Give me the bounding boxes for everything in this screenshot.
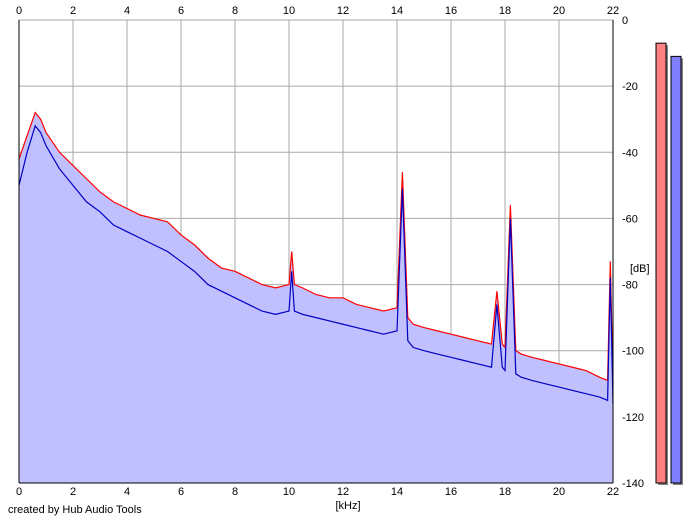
spectrum-fill-area bbox=[19, 112, 613, 483]
plot-frame bbox=[18, 20, 614, 484]
level-meter-left bbox=[655, 42, 667, 484]
x-tick-label: 4 bbox=[124, 5, 130, 17]
x-tick-label: 18 bbox=[499, 486, 511, 498]
level-meters bbox=[655, 42, 683, 486]
x-tick-label: 2 bbox=[70, 486, 76, 498]
x-tick-label: 2 bbox=[70, 5, 76, 17]
y-tick-label: -100 bbox=[622, 346, 644, 358]
x-tick-label: 6 bbox=[178, 5, 184, 17]
y-tick-label: -60 bbox=[622, 213, 638, 225]
x-tick-label: 18 bbox=[499, 5, 511, 17]
y-axis-label: [dB] bbox=[630, 263, 650, 275]
series-lines bbox=[18, 111, 614, 404]
x-tick-label: 20 bbox=[553, 5, 565, 17]
y-tick-label: -20 bbox=[622, 81, 638, 93]
y-tick-labels: 0 -20 -40 -60 -80 -100 -120 -140 bbox=[622, 15, 644, 490]
y-tick-label: 0 bbox=[622, 15, 628, 27]
credit-text: created by Hub Audio Tools bbox=[8, 504, 142, 516]
x-tick-label: 22 bbox=[607, 5, 619, 17]
x-tick-label: 14 bbox=[391, 486, 403, 498]
x-tick-labels-top: 0 2 4 6 8 10 12 14 16 18 20 22 bbox=[16, 5, 619, 17]
x-tick-label: 16 bbox=[445, 486, 457, 498]
x-tick-label: 12 bbox=[337, 5, 349, 17]
x-tick-label: 4 bbox=[124, 486, 130, 498]
y-tick-label: -140 bbox=[622, 478, 644, 490]
x-tick-label: 8 bbox=[232, 486, 238, 498]
y-tick-label: -120 bbox=[622, 412, 644, 424]
x-tick-label: 16 bbox=[445, 5, 457, 17]
x-tick-label: 14 bbox=[391, 5, 403, 17]
x-tick-label: 0 bbox=[16, 486, 22, 498]
x-tick-label: 8 bbox=[232, 5, 238, 17]
x-tick-labels-bottom: 0 2 4 6 8 10 12 14 16 18 20 22 bbox=[16, 486, 619, 498]
x-tick-label: 10 bbox=[283, 486, 295, 498]
x-tick-label: 10 bbox=[283, 5, 295, 17]
x-tick-label: 0 bbox=[16, 5, 22, 17]
y-tick-label: -40 bbox=[622, 147, 638, 159]
x-tick-label: 20 bbox=[553, 486, 565, 498]
x-tick-label: 22 bbox=[607, 486, 619, 498]
series-line-left bbox=[18, 111, 614, 384]
spectrum-fill bbox=[19, 112, 613, 483]
series-line-right bbox=[18, 124, 614, 404]
y-tick-label: -80 bbox=[622, 280, 638, 292]
level-meter-right bbox=[670, 55, 682, 484]
x-tick-label: 12 bbox=[337, 486, 349, 498]
x-tick-label: 6 bbox=[178, 486, 184, 498]
x-axis-label: [kHz] bbox=[335, 500, 360, 512]
